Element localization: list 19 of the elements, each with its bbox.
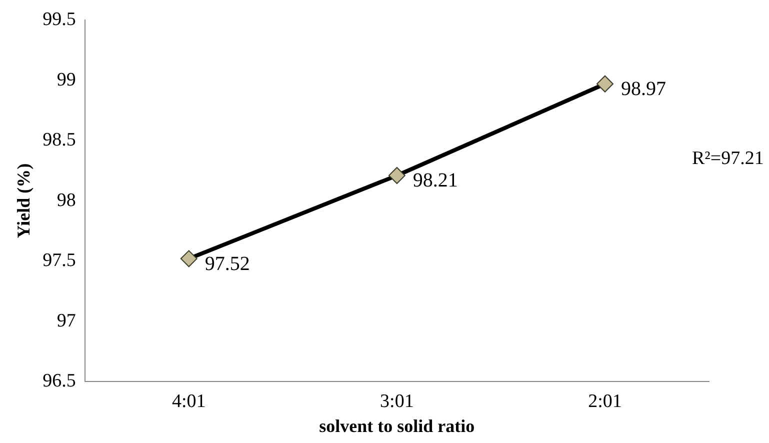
- point: [596, 75, 614, 92]
- y-tick-label: 97: [56, 310, 76, 332]
- data-label: 97.52: [204, 252, 250, 275]
- data-label: 98.97: [620, 78, 666, 100]
- point: [180, 250, 198, 268]
- x-tick-label: 3:01: [380, 390, 414, 412]
- y-tick-label: 99.5: [42, 8, 76, 30]
- y-tick-label: 98.5: [42, 130, 76, 151]
- data-label: 98.21: [412, 170, 458, 192]
- y-axis-title: Yield (%): [13, 163, 34, 238]
- y-tick-label: 99: [56, 69, 76, 90]
- annotation: R²=97.21: [692, 148, 764, 170]
- x-tick-label: 2:01: [588, 390, 622, 412]
- y-tick-label: 96.5: [42, 370, 76, 392]
- y-tick-label: 98: [56, 190, 76, 211]
- point: [388, 166, 406, 184]
- x-tick-label: 4:01: [172, 390, 206, 412]
- y-tick-label: 97.5: [42, 250, 76, 272]
- x-axis-title: solvent to solid ratio: [319, 416, 475, 436]
